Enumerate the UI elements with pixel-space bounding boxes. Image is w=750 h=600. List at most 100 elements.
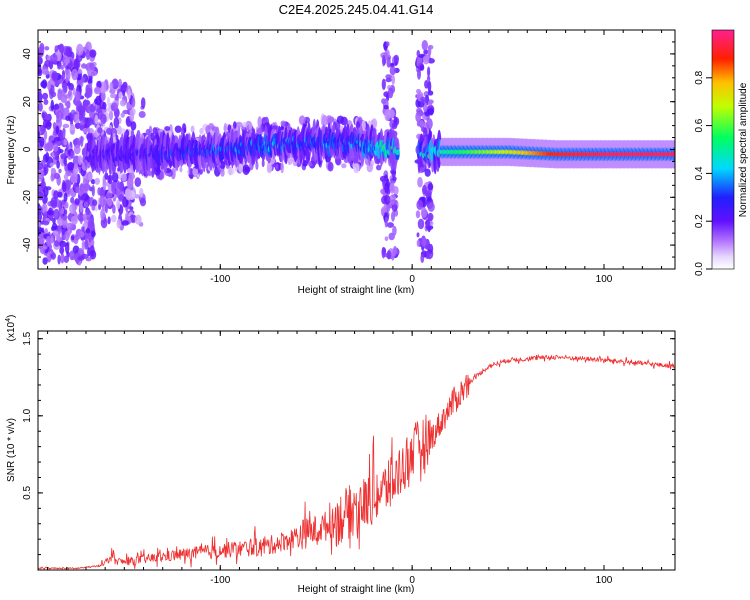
spectrogram-cell — [174, 125, 182, 133]
spectrogram-cell — [90, 179, 96, 185]
spectrogram-cell — [391, 211, 395, 222]
spectrogram-cell — [170, 168, 176, 180]
spectrogram-ytick-label: -20 — [22, 190, 33, 205]
spectrogram-cell — [85, 49, 90, 61]
spectrogram-heatmap — [38, 40, 675, 266]
spectrogram-cell — [57, 218, 64, 226]
spectrogram-cell — [384, 216, 388, 228]
spectrogram-cell — [40, 80, 47, 88]
spectrogram-cell — [424, 80, 429, 89]
spectrogram-cell — [77, 256, 85, 261]
spectrogram-ytick-label: 0 — [22, 146, 33, 152]
spectrogram-cell — [389, 194, 397, 201]
spectrogram-cell — [57, 65, 62, 70]
spectrogram-cell — [74, 163, 78, 169]
spectrogram-cell — [179, 167, 183, 173]
spectrogram-cell — [420, 207, 427, 218]
spectrogram-cell — [69, 203, 76, 215]
spectrogram-cell — [57, 191, 63, 198]
spectrogram-cell — [417, 68, 421, 80]
spectrogram-cell — [75, 186, 80, 194]
colorbar-tick-label: 0.2 — [694, 214, 705, 228]
spectrogram-cell — [391, 122, 398, 130]
spectrogram-cell — [427, 212, 434, 222]
spectrogram-cell — [61, 89, 65, 97]
spectrogram-cell — [392, 245, 398, 257]
spectrogram-cell — [51, 226, 56, 232]
spectrogram-cell — [60, 65, 64, 70]
spectrogram-cell — [113, 117, 120, 129]
spectrogram-cell — [53, 208, 60, 220]
spectrogram-cell — [39, 136, 45, 147]
spectrogram-cell — [38, 191, 44, 201]
spectrogram-cell — [419, 120, 425, 128]
spectrogram-cell — [42, 119, 49, 129]
figure-title: C2E4.2025.245.04.41.G14 — [279, 2, 434, 17]
spectrogram-cell — [38, 102, 43, 112]
spectrogram-cell — [392, 225, 397, 236]
spectrogram-cell — [38, 45, 45, 58]
spectrogram-cell — [387, 109, 395, 119]
snr-ytick-label: 1.5 — [22, 331, 33, 345]
spectrogram-xtick-label: 0 — [409, 274, 415, 285]
spectrogram-cell — [69, 250, 75, 261]
spectrogram-cell — [94, 98, 99, 105]
spectrogram-cell — [192, 167, 199, 177]
spectrogram-cell — [49, 162, 54, 167]
spectrogram-cell — [70, 150, 75, 159]
spectrogram-cell — [134, 194, 140, 199]
spectrogram-cell — [366, 162, 374, 173]
spectrogram-cell — [428, 107, 434, 116]
spectrogram-cell — [108, 110, 114, 121]
spectrogram-cell — [87, 247, 91, 257]
snr-frame — [37, 330, 676, 571]
spectrogram-cell — [334, 154, 342, 166]
spectrogram-cell — [83, 99, 87, 107]
spectrogram-cell — [427, 183, 434, 191]
spectrogram-cell — [73, 144, 81, 155]
spectrogram-x-axis-label: Height of straight line (km) — [298, 285, 415, 296]
spectrogram-cell — [91, 184, 95, 197]
spectrogram-cell — [89, 249, 97, 260]
spectrogram-cell — [96, 80, 102, 89]
spectrogram-cell — [227, 167, 235, 176]
spectrogram-cell — [416, 239, 420, 247]
spectrogram-cell — [389, 66, 396, 76]
spectrogram-cell — [255, 161, 259, 170]
snr-scale-suffix: ) — [6, 315, 17, 318]
spectrogram-cell — [131, 97, 136, 108]
spectrogram-cell — [80, 135, 84, 148]
spectrogram-xtick-label: -100 — [210, 274, 230, 285]
spectrogram-cell — [100, 121, 104, 127]
spectrogram-cell — [104, 172, 109, 180]
spectrogram-cell — [199, 127, 204, 135]
spectrogram-cell — [99, 195, 106, 208]
spectrogram-cell — [88, 231, 92, 243]
colorbar-tick-label: 0.6 — [694, 118, 705, 132]
spectrogram-cell — [75, 231, 81, 240]
spectrogram-cell — [94, 177, 101, 185]
spectrogram-cell — [140, 97, 146, 109]
spectrogram-cell — [134, 177, 142, 188]
spectrogram-cell — [395, 149, 400, 156]
spectrogram-cell — [119, 99, 127, 107]
spectrogram-cell — [45, 70, 50, 75]
spectrogram-cell — [64, 101, 71, 107]
spectrogram-cell — [53, 172, 61, 180]
spectrogram-cell — [220, 168, 225, 177]
spectrogram-cell — [116, 199, 121, 210]
spectrogram-cell — [415, 111, 422, 123]
spectrogram-cell — [44, 60, 52, 68]
spectrogram-cell — [47, 210, 55, 216]
spectrogram-cell — [38, 162, 44, 170]
spectrogram-cell — [82, 46, 87, 52]
spectrogram-cell — [390, 62, 395, 67]
spectrogram-cell — [56, 160, 60, 169]
snr-xtick-label: -100 — [210, 575, 230, 586]
spectrogram-cell — [109, 89, 116, 94]
spectrogram-cell — [223, 122, 227, 135]
snr-series-line — [38, 353, 675, 570]
colorbar-ticks — [706, 77, 712, 270]
spectrogram-cell — [79, 200, 84, 213]
spectrogram-cell — [389, 199, 398, 205]
